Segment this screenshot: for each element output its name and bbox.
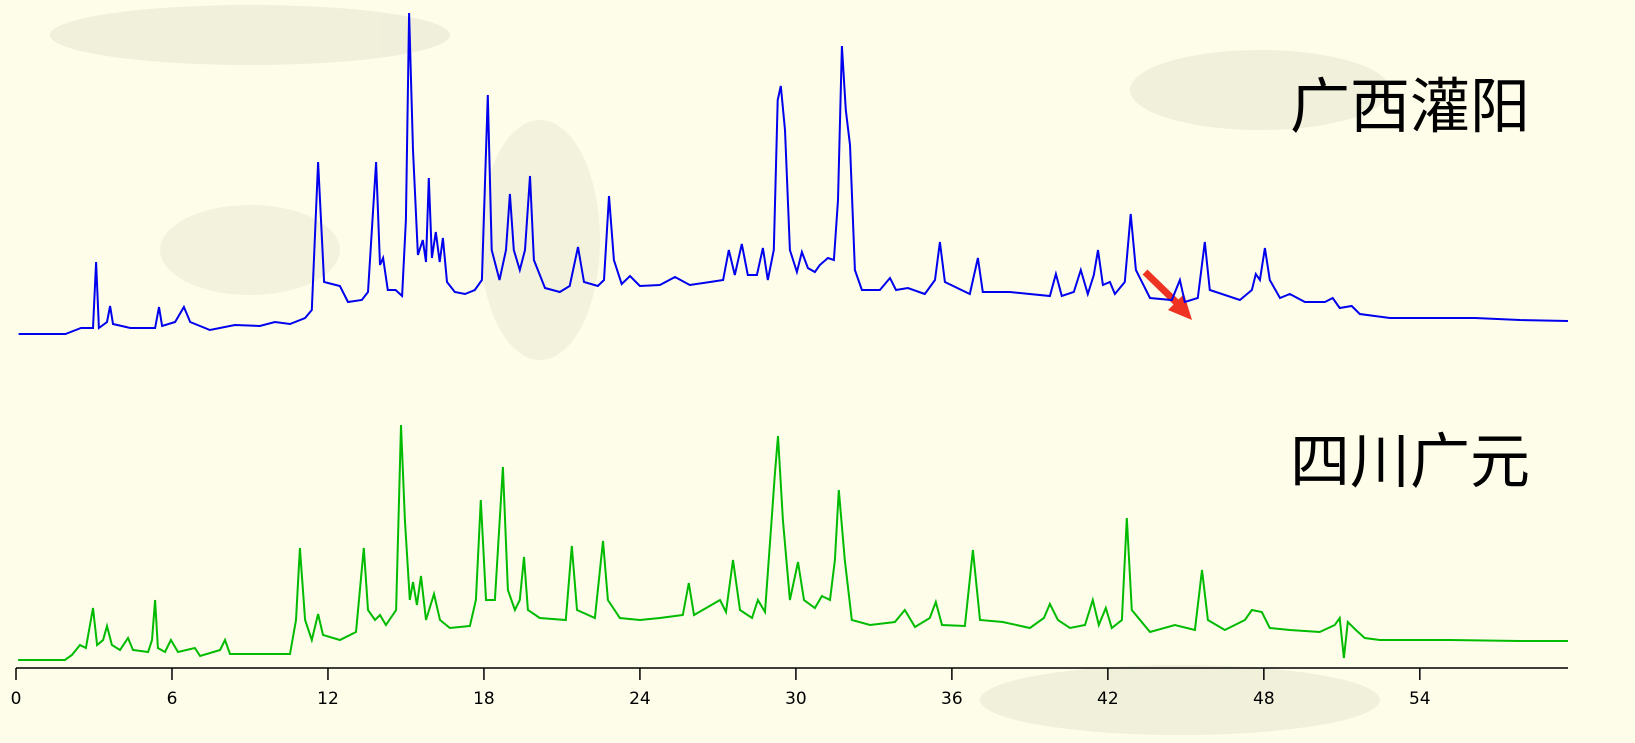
background-clouds — [50, 5, 1390, 735]
x-tick-label: 42 — [1097, 689, 1119, 709]
series-label: 四川广元 — [1290, 428, 1530, 498]
red-arrow — [1142, 269, 1192, 320]
x-tick-label: 48 — [1253, 689, 1275, 709]
x-tick-label: 6 — [167, 689, 178, 709]
trace — [18, 12, 1569, 335]
trace — [18, 424, 1568, 661]
x-tick-label: 0 — [11, 689, 22, 709]
x-tick-label: 36 — [941, 689, 963, 709]
x-tick-label: 54 — [1409, 689, 1431, 709]
x-tick-label: 24 — [629, 689, 651, 709]
x-tick-label: 18 — [473, 689, 495, 709]
x-tick-label: 30 — [785, 689, 807, 709]
series-label: 广西灌阳 — [1290, 73, 1530, 143]
x-tick-label: 12 — [317, 689, 339, 709]
